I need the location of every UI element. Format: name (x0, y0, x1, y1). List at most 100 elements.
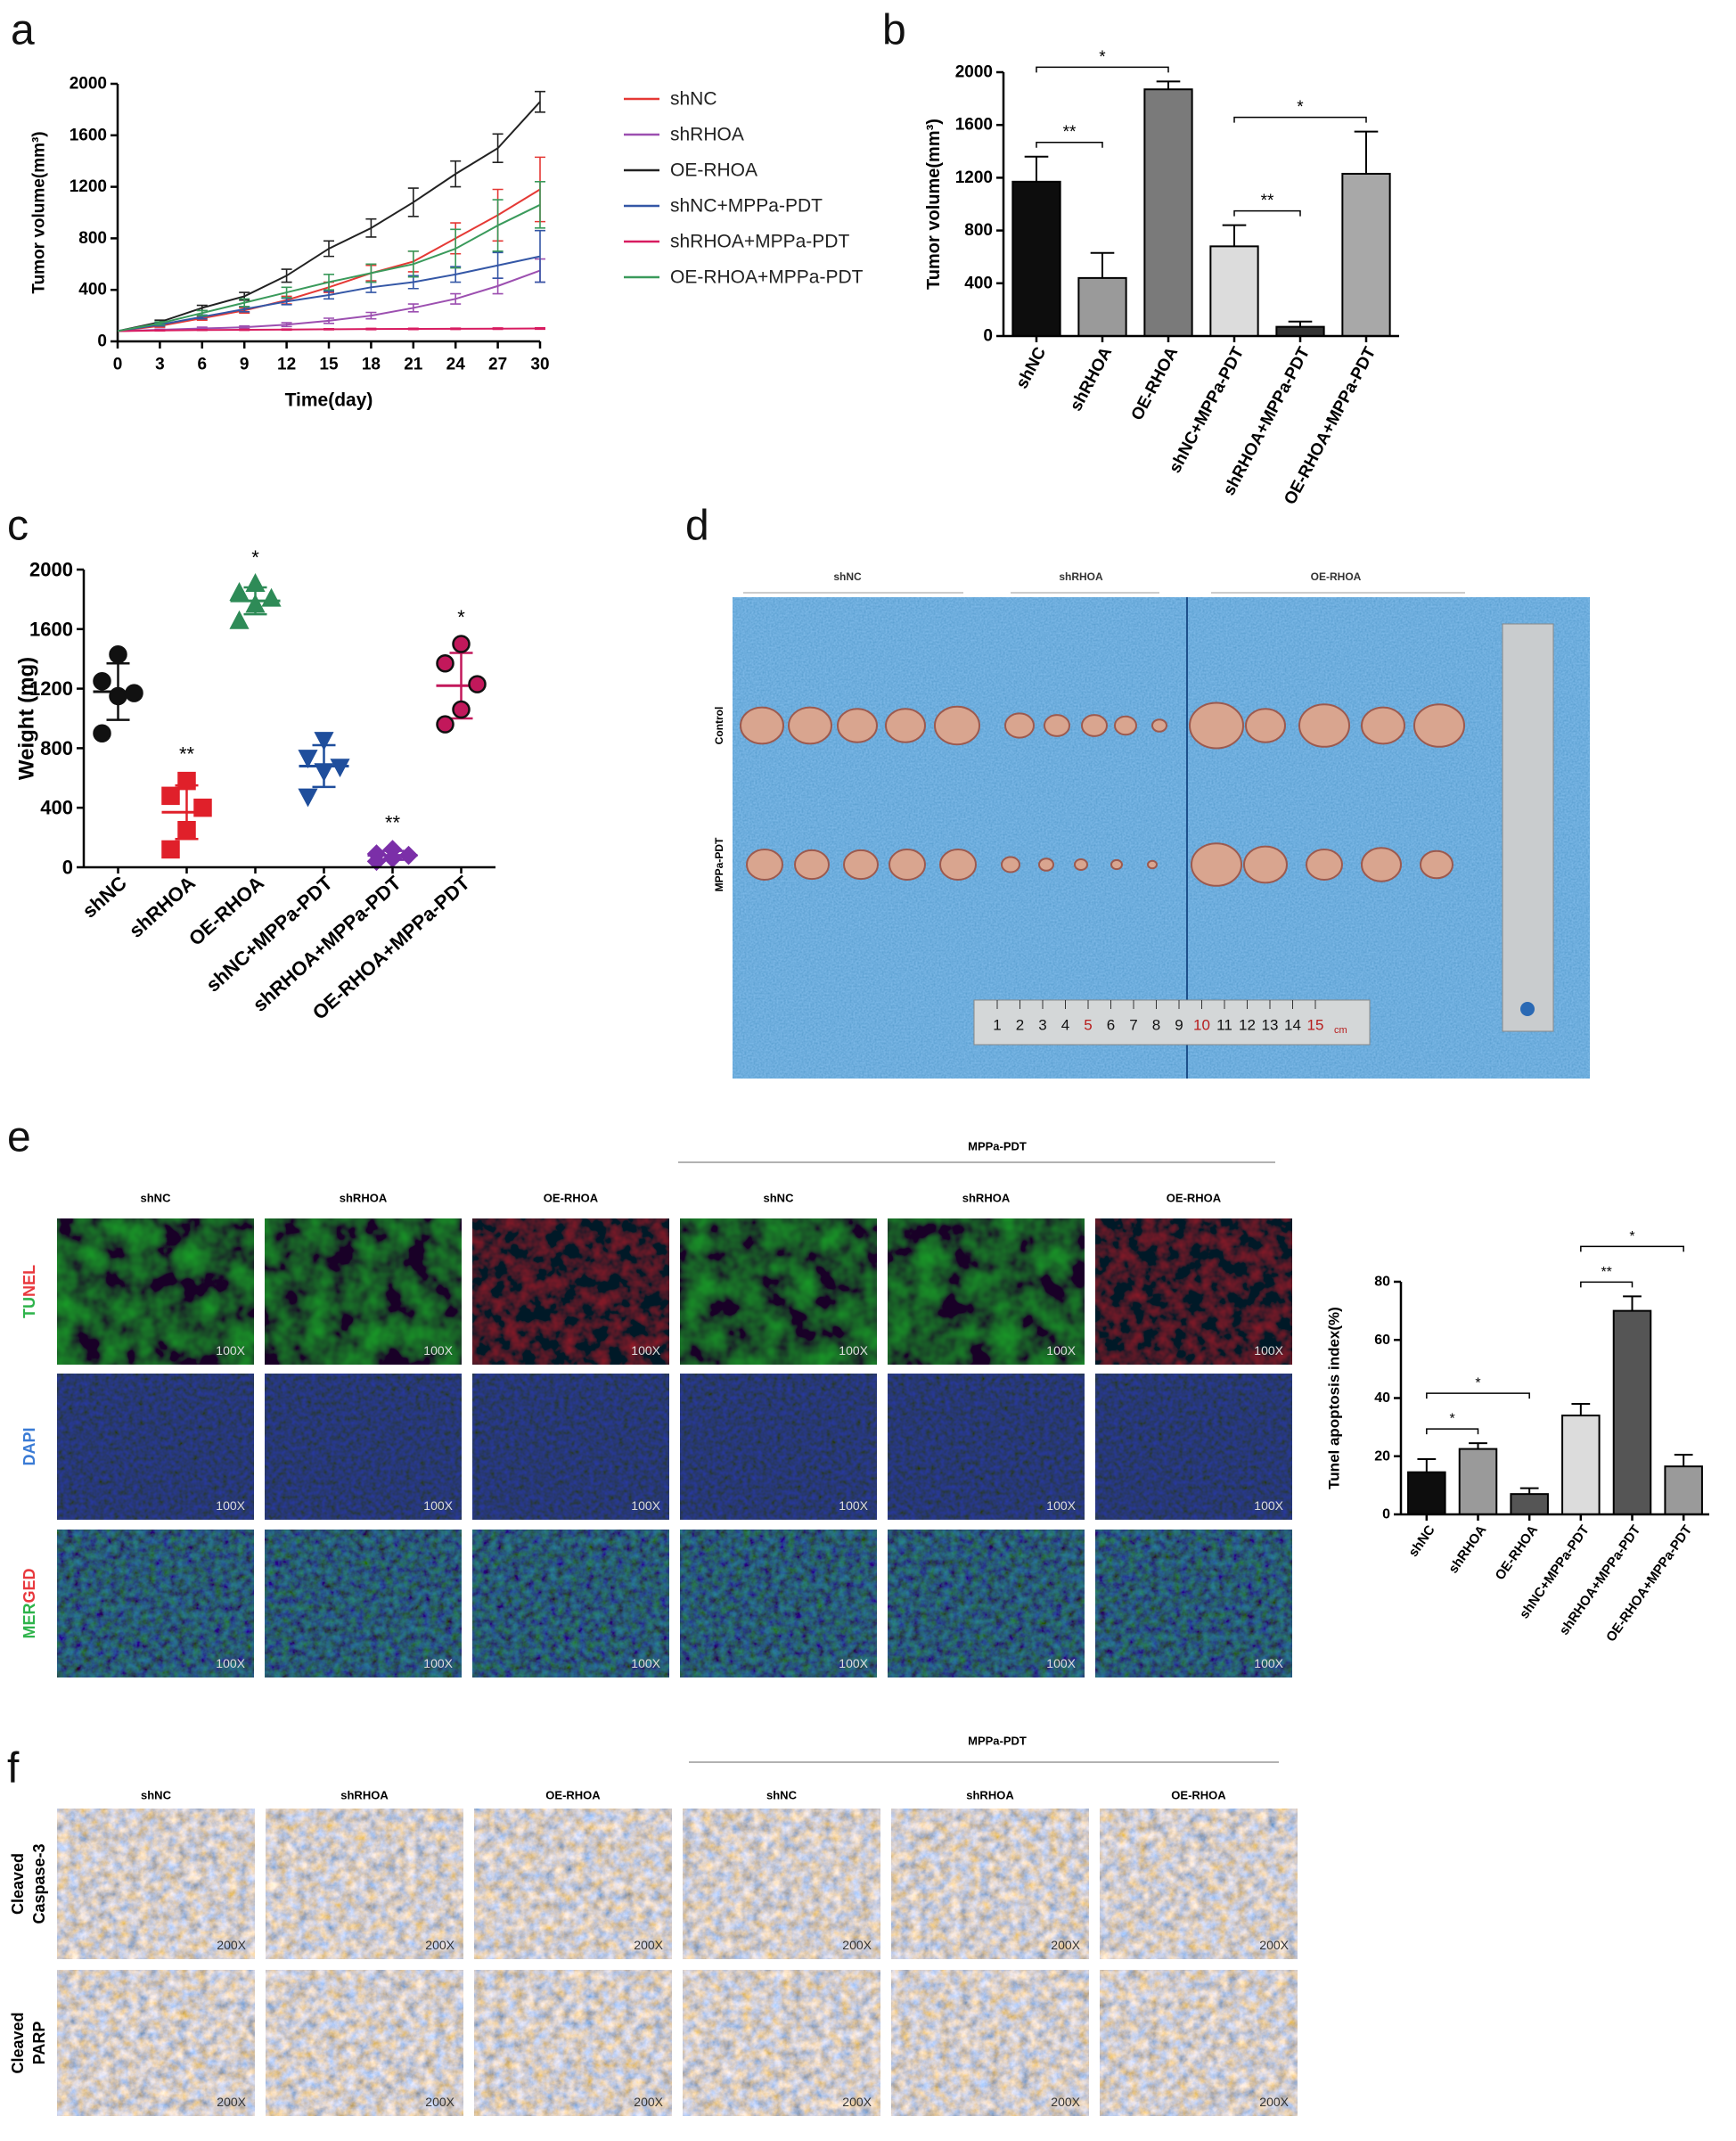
tumor (843, 849, 879, 881)
magnification: 100X (631, 1656, 660, 1670)
magnification: 100X (839, 1343, 868, 1358)
significance-bracket (1233, 209, 1301, 217)
point (261, 587, 282, 607)
point (298, 750, 318, 769)
magnification: 200X (217, 2095, 246, 2109)
micrograph (474, 1809, 672, 1959)
magnification: 100X (1254, 1498, 1283, 1513)
micrograph (265, 1374, 462, 1520)
y-tick-label: 1200 (70, 177, 107, 196)
error-bar (492, 327, 504, 331)
panel-letter: d (685, 503, 709, 550)
tumor (1420, 849, 1453, 880)
tumor (1038, 857, 1054, 872)
magnification: 100X (1046, 1343, 1076, 1358)
bar (1209, 245, 1259, 337)
x-axis-label: Time(day) (285, 390, 373, 411)
micrograph (888, 1374, 1085, 1520)
row-label-part: NEL (20, 1265, 38, 1297)
row-label: MPPa-PDT (713, 837, 725, 891)
bar (1561, 1415, 1601, 1515)
error-bar (196, 309, 208, 316)
error-bar (535, 90, 545, 113)
micrograph (266, 1809, 463, 1959)
micrograph (57, 1809, 255, 1959)
tumor (1361, 847, 1402, 882)
micrograph (683, 1970, 880, 2116)
significance-bracket (1233, 116, 1367, 123)
x-tick-label: 15 (319, 356, 339, 374)
error-bar (323, 328, 334, 331)
row-label: Cleaved (9, 2012, 27, 2073)
micrograph (1095, 1218, 1292, 1365)
magnification: 200X (842, 2095, 872, 2109)
x-tick-label: 0 (113, 356, 123, 374)
column-header: OE-RHOA (545, 1789, 601, 1802)
tumor (1361, 706, 1405, 745)
error-bar (407, 250, 419, 278)
tumor (1243, 845, 1288, 884)
micrograph (1100, 1809, 1298, 1959)
ruler-unit: cm (1334, 1025, 1347, 1036)
y-tick-label: 20 (1374, 1448, 1390, 1464)
y-tick-label: 60 (1374, 1333, 1390, 1348)
error-bar (1623, 1295, 1642, 1311)
tumor (788, 706, 832, 745)
point (193, 798, 212, 817)
tumor (934, 705, 980, 746)
micrograph (57, 1374, 254, 1520)
magnification: 200X (1259, 2095, 1289, 2109)
row-label-part: TU (20, 1297, 38, 1318)
error-bar (492, 251, 504, 279)
vertical-ruler (1502, 623, 1554, 1032)
error-bar (323, 317, 334, 324)
row-label-part: DAPI (20, 1427, 38, 1465)
error-bar (535, 229, 545, 283)
point (177, 771, 196, 791)
error-bar (281, 322, 292, 328)
point (109, 644, 127, 664)
y-axis-label: Tumor volume(mm³) (30, 131, 49, 293)
ruler-label: 5 (1084, 1017, 1092, 1034)
column-header: shNC (833, 570, 862, 583)
significance-bracket (1426, 1392, 1530, 1399)
magnification: 100X (423, 1343, 453, 1358)
panel-letter: b (882, 7, 906, 54)
point (298, 788, 318, 808)
tumor (1114, 715, 1137, 736)
significance-bracket (1580, 1281, 1634, 1288)
micrograph (683, 1809, 880, 1959)
error-bar (450, 228, 462, 269)
micrograph (1095, 1530, 1292, 1678)
point (229, 610, 250, 629)
tumor (1044, 714, 1070, 737)
error-bar (535, 327, 545, 331)
micrograph (265, 1530, 462, 1678)
error-bar (1519, 1487, 1539, 1495)
point (93, 724, 111, 742)
bar (1275, 325, 1325, 338)
ruler-label: 11 (1216, 1017, 1232, 1034)
error-bar (365, 327, 377, 331)
error-bar (154, 321, 166, 326)
point (314, 763, 334, 783)
magnification: 100X (1254, 1656, 1283, 1670)
y-tick-label: 800 (78, 229, 107, 248)
error-bar (1222, 224, 1247, 247)
error-bar (323, 290, 334, 300)
magnification: 100X (216, 1498, 245, 1513)
significance-label: * (457, 606, 465, 628)
point (109, 686, 127, 706)
ruler-label: 2 (1016, 1017, 1024, 1034)
bar (1664, 1465, 1703, 1515)
error-bar (1469, 1442, 1487, 1449)
tumor (746, 849, 783, 881)
x-tick-label: 9 (240, 356, 250, 374)
tumor (1074, 858, 1088, 871)
significance-bracket (1036, 141, 1103, 148)
error-bar (239, 298, 250, 308)
error-bar (1417, 1458, 1437, 1472)
error-bar (535, 181, 545, 229)
micrograph (680, 1218, 877, 1365)
error-bar (407, 327, 419, 331)
